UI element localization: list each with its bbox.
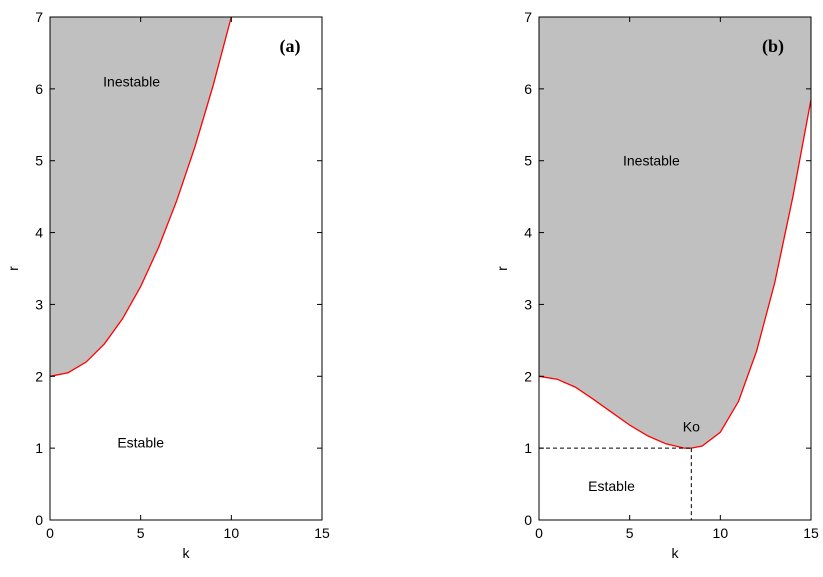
- panel-a-x-axis-label: k: [183, 545, 191, 561]
- panel-a-y-axis-label: r: [5, 266, 21, 271]
- y-tick-label: 4: [35, 225, 43, 241]
- x-tick-label: 0: [535, 525, 543, 541]
- x-tick-label: 10: [713, 525, 729, 541]
- y-tick-label: 0: [524, 512, 532, 528]
- panel-a-unstable-label: Inestable: [103, 74, 160, 90]
- panel-a-stability-curve: [49, 16, 232, 377]
- panel-b-x-axis-label: k: [672, 545, 680, 561]
- y-tick-label: 6: [524, 81, 532, 97]
- panel-b-y-axis-label: r: [494, 266, 510, 271]
- y-tick-label: 7: [35, 9, 43, 25]
- panel-a-ticks: 0 5 10 15 0 1 2 3 4 5 6 7: [35, 9, 330, 541]
- panel-b-unstable-label: Inestable: [623, 153, 680, 169]
- panel-b-unstable-region: [539, 17, 811, 449]
- y-tick-label: 0: [35, 512, 43, 528]
- panel-b-axes-frame: [538, 16, 812, 521]
- y-tick-label: 3: [524, 296, 532, 312]
- x-tick-label: 5: [137, 525, 145, 541]
- panel-a-axes-frame: [49, 16, 323, 521]
- y-tick-label: 1: [524, 440, 532, 456]
- panel-a-chart: 0 5 10 15 0 1 2 3 4 5 6 7 k r (a) Inestable Estable: [5, 9, 330, 561]
- y-tick-label: 2: [35, 368, 43, 384]
- panel-b-ko-annotation: Ko: [683, 419, 700, 435]
- panel-b-stable-label: Estable: [588, 478, 635, 494]
- y-tick-label: 1: [35, 440, 43, 456]
- panel-b-chart: 0 5 10 15 0 1 2 3 4 5 6 7 k r (b) Inestable Estable…: [494, 9, 819, 561]
- x-tick-label: 0: [46, 525, 54, 541]
- y-tick-label: 5: [35, 153, 43, 169]
- y-tick-label: 7: [524, 9, 532, 25]
- x-tick-label: 15: [803, 525, 819, 541]
- y-tick-label: 4: [524, 225, 532, 241]
- panel-b-ticks: 0 5 10 15 0 1 2 3 4 5 6 7: [524, 9, 819, 541]
- y-tick-label: 5: [524, 153, 532, 169]
- y-tick-label: 6: [35, 81, 43, 97]
- y-tick-label: 2: [524, 368, 532, 384]
- panel-a-label: (a): [280, 36, 301, 57]
- panel-a-unstable-region: [50, 17, 232, 377]
- y-tick-label: 3: [35, 296, 43, 312]
- panel-b-label: (b): [762, 36, 784, 57]
- x-tick-label: 15: [314, 525, 330, 541]
- panel-a-stable-label: Estable: [117, 434, 164, 450]
- x-tick-label: 10: [224, 525, 240, 541]
- x-tick-label: 5: [626, 525, 634, 541]
- panel-b-stability-curve: [538, 99, 812, 449]
